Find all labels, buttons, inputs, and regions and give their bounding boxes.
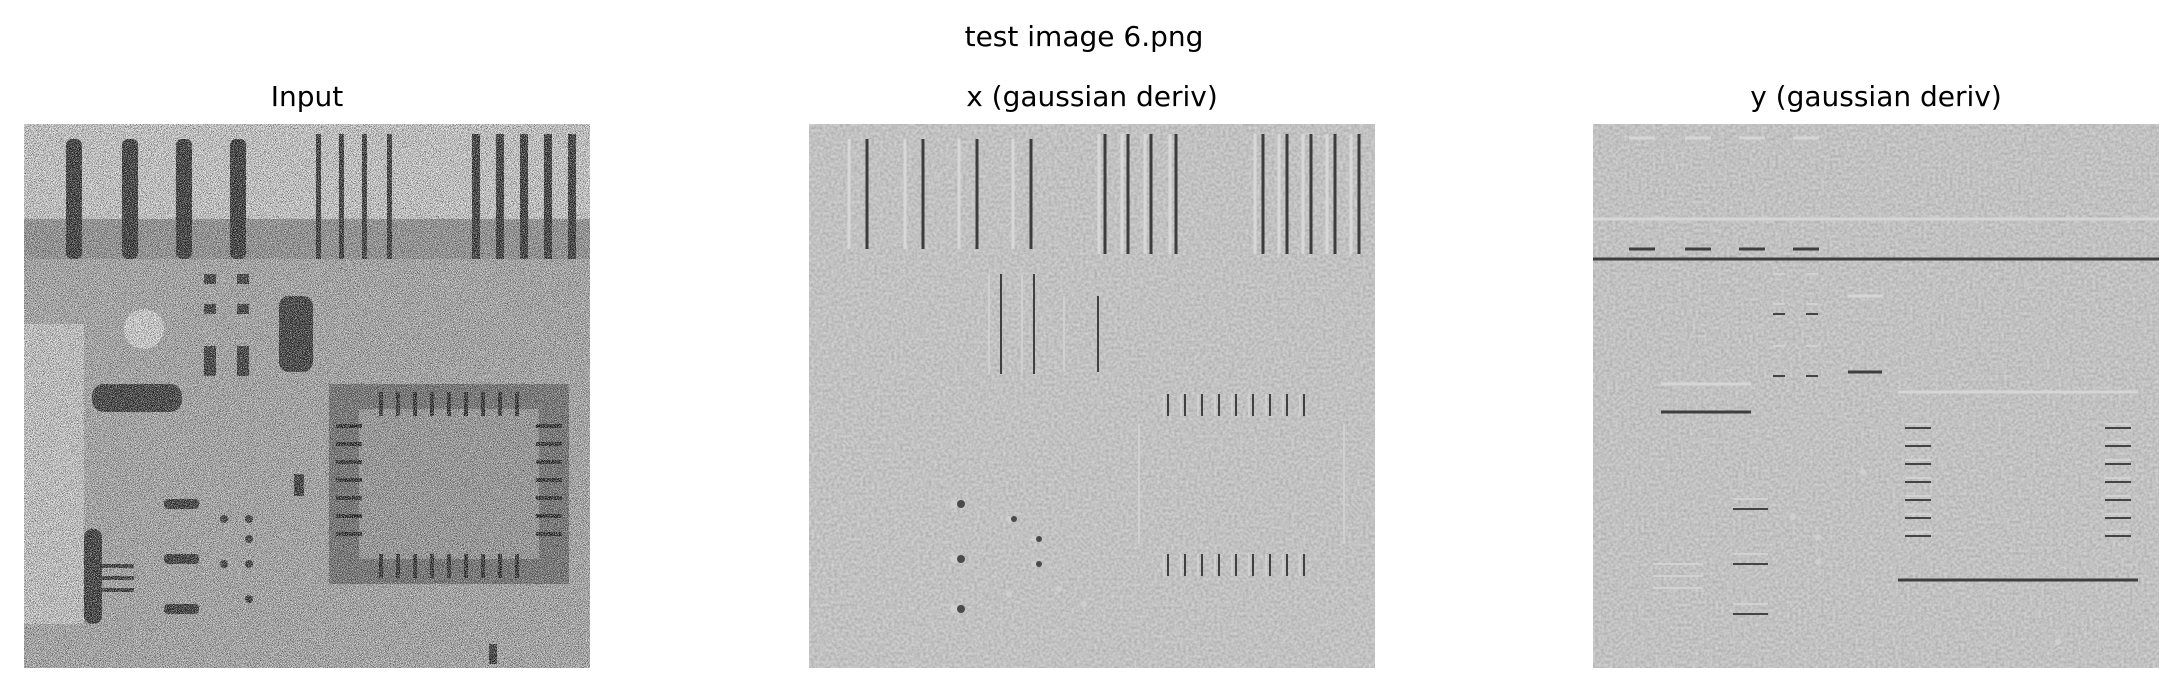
- figure-title: test image 6.png: [964, 20, 1204, 53]
- y-deriv-image: [1593, 124, 2159, 668]
- panel-title-input: Input: [270, 80, 344, 113]
- panel-title-x-deriv: x (gaussian deriv): [966, 80, 1218, 113]
- x-deriv-image: [809, 124, 1375, 668]
- panel-y-deriv: y (gaussian deriv): [1593, 78, 2159, 668]
- panel-title-y-deriv: y (gaussian deriv): [1750, 80, 2002, 113]
- panel-input: Input: [24, 78, 590, 668]
- panel-x-deriv: x (gaussian deriv): [809, 78, 1375, 668]
- input-image: [24, 124, 590, 668]
